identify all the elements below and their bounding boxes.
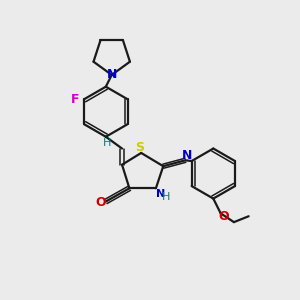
Text: H: H: [162, 192, 170, 202]
Text: F: F: [71, 93, 80, 106]
Text: N: N: [156, 189, 165, 199]
Text: N: N: [182, 148, 192, 161]
Text: S: S: [135, 141, 144, 154]
Text: O: O: [218, 210, 229, 223]
Text: O: O: [95, 196, 106, 209]
Text: H: H: [103, 138, 112, 148]
Text: N: N: [106, 68, 117, 81]
